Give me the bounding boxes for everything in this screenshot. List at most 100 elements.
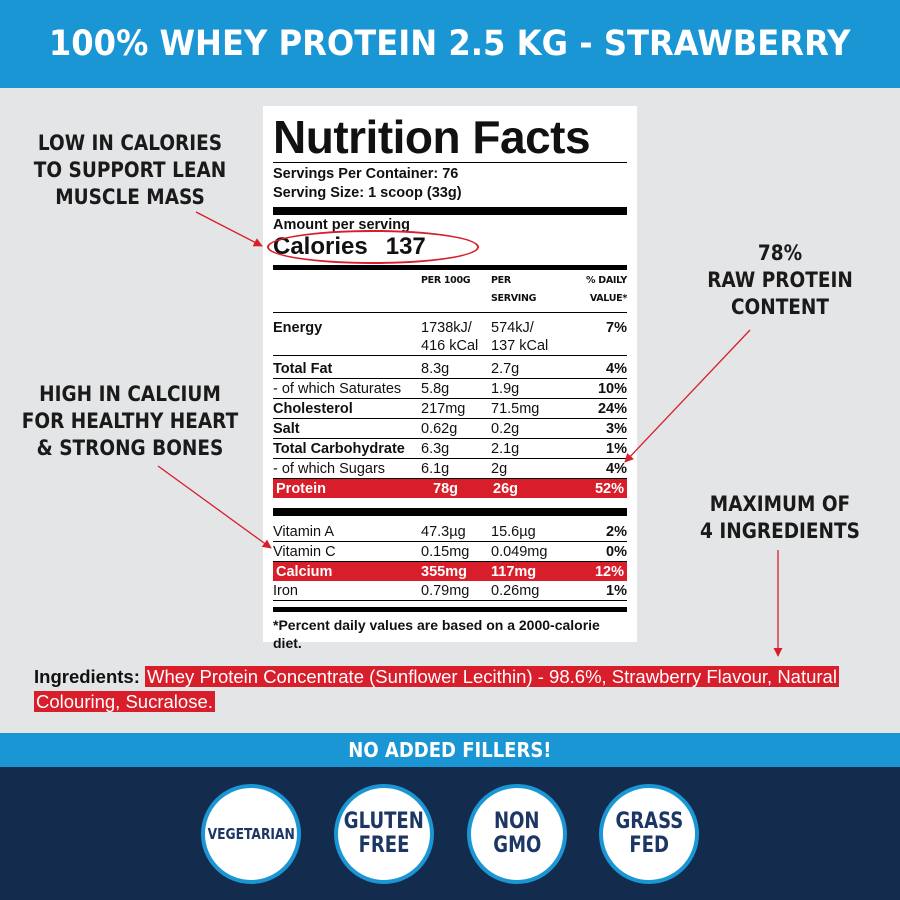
nutrient-name: Vitamin C [273, 541, 421, 562]
arrow-calories [195, 211, 263, 247]
serving-value: 0.26mg [491, 581, 553, 601]
ingredients-text: Whey Protein Concentrate (Sunflower Leci… [34, 666, 839, 712]
table-row: Energy 1738kJ/416 kCal 574kJ/137 kCal 7% [273, 312, 627, 356]
table-row: Iron 0.79mg 0.26mg 1% [273, 581, 627, 601]
per100-value: 6.3g [421, 438, 491, 459]
divider [273, 162, 627, 163]
calories-highlight-ring [267, 230, 479, 264]
serving-value: 2.1g [491, 438, 553, 459]
servings-per-container: Servings Per Container: 76 [273, 166, 459, 182]
arrow-protein [624, 329, 751, 463]
header-blank [273, 270, 421, 313]
dv-value: 52% [553, 478, 627, 498]
dv-value: 10% [553, 378, 627, 399]
serving-value: 15.6µg [491, 522, 553, 542]
callout-protein: 78% RAW PROTEIN CONTENT [683, 240, 877, 321]
table-header-row: PER 100G PER SERVING % DAILY VALUE* [273, 270, 627, 313]
badge-text: GLUTEN [343, 809, 425, 834]
badge-vegetarian: VEGETARIAN [201, 784, 301, 884]
callout-calcium: HIGH IN CALCIUM FOR HEALTHY HEART & STRO… [20, 381, 240, 462]
per100-value: 0.62g [421, 418, 491, 439]
per100-value-line: 1738kJ/ [421, 320, 472, 336]
no-fillers-text: NO ADDED FILLERS! [348, 738, 552, 762]
serving-value: 117mg [491, 561, 553, 581]
arrow-calcium [157, 465, 272, 549]
serving-value: 574kJ/137 kCal [491, 312, 553, 356]
nutrition-label: Nutrition Facts Servings Per Container: … [263, 106, 637, 651]
divider [273, 607, 627, 612]
table-row: Vitamin A 47.3µg 15.6µg 2% [273, 522, 627, 542]
nutrient-name: - of which Saturates [273, 378, 421, 399]
top-banner: 100% WHEY PROTEIN 2.5 KG - STRAWBERRY [0, 0, 900, 88]
header-dv: % DAILY VALUE* [553, 270, 627, 313]
callout-line: MUSCLE MASS [55, 185, 205, 209]
serving-value: 71.5mg [491, 398, 553, 419]
nutrient-name: - of which Sugars [273, 458, 421, 479]
serving-value: 0.2g [491, 418, 553, 439]
divider [273, 508, 627, 516]
product-title: 100% WHEY PROTEIN 2.5 KG - STRAWBERRY [49, 24, 851, 64]
per100-value: 0.79mg [421, 581, 491, 601]
divider [273, 207, 627, 215]
header-perserving: PER SERVING [491, 270, 553, 313]
nutrient-name: Iron [273, 581, 421, 601]
serving-value: 0.049mg [491, 541, 553, 562]
badge-non-gmo: NON GMO [467, 784, 567, 884]
callout-line: & STRONG BONES [36, 436, 224, 460]
serving-value: 26g [491, 478, 553, 498]
per100-value: 0.15mg [421, 541, 491, 562]
nutrient-table: PER 100G PER SERVING % DAILY VALUE* Ener… [273, 270, 627, 498]
nutrient-name: Total Carbohydrate [273, 438, 421, 459]
nutrient-name: Cholesterol [273, 398, 421, 419]
serving-value-line: 574kJ/ [491, 320, 534, 336]
callout-line: 78% [757, 241, 803, 265]
callout-line: CONTENT [730, 295, 830, 319]
per100-value: 5.8g [421, 378, 491, 399]
dv-value: 3% [553, 418, 627, 439]
header-per100: PER 100G [421, 270, 491, 313]
nutrient-name: Salt [273, 418, 421, 439]
calories-line: Calories 137 [267, 230, 627, 264]
dv-value: 12% [553, 561, 627, 581]
nutrient-name: Total Fat [273, 355, 421, 379]
callout-line: RAW PROTEIN [707, 268, 853, 292]
badge-gluten-free: GLUTEN FREE [334, 784, 434, 884]
per100-value: 47.3µg [421, 522, 491, 542]
dv-value: 24% [553, 398, 627, 419]
table-row: Salt 0.62g 0.2g 3% [273, 418, 627, 439]
badge-text: FED [629, 833, 669, 858]
dv-value: 2% [553, 522, 627, 542]
vitamin-table: Vitamin A 47.3µg 15.6µg 2% Vitamin C 0.1… [273, 522, 627, 601]
table-row-calcium-highlight: Calcium 355mg 117mg 12% [273, 561, 627, 581]
nutrition-facts-title: Nutrition Facts [273, 111, 591, 163]
serving-value: 1.9g [491, 378, 553, 399]
callout-line: HIGH IN CALCIUM [39, 382, 221, 406]
callout-line: 4 INGREDIENTS [700, 519, 860, 543]
callout-line: FOR HEALTHY HEART [21, 409, 239, 433]
ingredients-section: Ingredients: Whey Protein Concentrate (S… [34, 664, 874, 714]
amount-per-serving: Amount per serving [273, 217, 410, 233]
serving-value: 2g [491, 458, 553, 479]
per100-value-line: 416 kCal [421, 338, 479, 354]
badge-text: VEGETARIAN [207, 825, 295, 843]
serving-value-line: 137 kCal [491, 338, 549, 354]
table-row: - of which Saturates 5.8g 1.9g 10% [273, 378, 627, 399]
daily-value-footnote: *Percent daily values are based on a 200… [273, 617, 600, 651]
table-row-protein-highlight: Protein 78g 26g 52% [273, 478, 627, 498]
serving-size: Serving Size: 1 scoop (33g) [273, 185, 462, 201]
dv-value: 0% [553, 541, 627, 562]
nutrient-name: Protein [273, 478, 421, 498]
footer-badge-strip [0, 767, 900, 900]
badge-text: FREE [358, 833, 410, 858]
ingredients-label: Ingredients: [34, 666, 140, 687]
callout-line: TO SUPPORT LEAN [33, 158, 227, 182]
table-row: Total Carbohydrate 6.3g 2.1g 1% [273, 438, 627, 459]
dv-value: 4% [553, 355, 627, 379]
nutrient-name: Energy [273, 312, 421, 356]
per100-value: 217mg [421, 398, 491, 419]
badge-text: GRASS [615, 809, 683, 834]
table-row: Total Fat 8.3g 2.7g 4% [273, 355, 627, 379]
per100-value: 355mg [421, 561, 491, 581]
dv-value: 1% [553, 438, 627, 459]
table-row: - of which Sugars 6.1g 2g 4% [273, 458, 627, 479]
